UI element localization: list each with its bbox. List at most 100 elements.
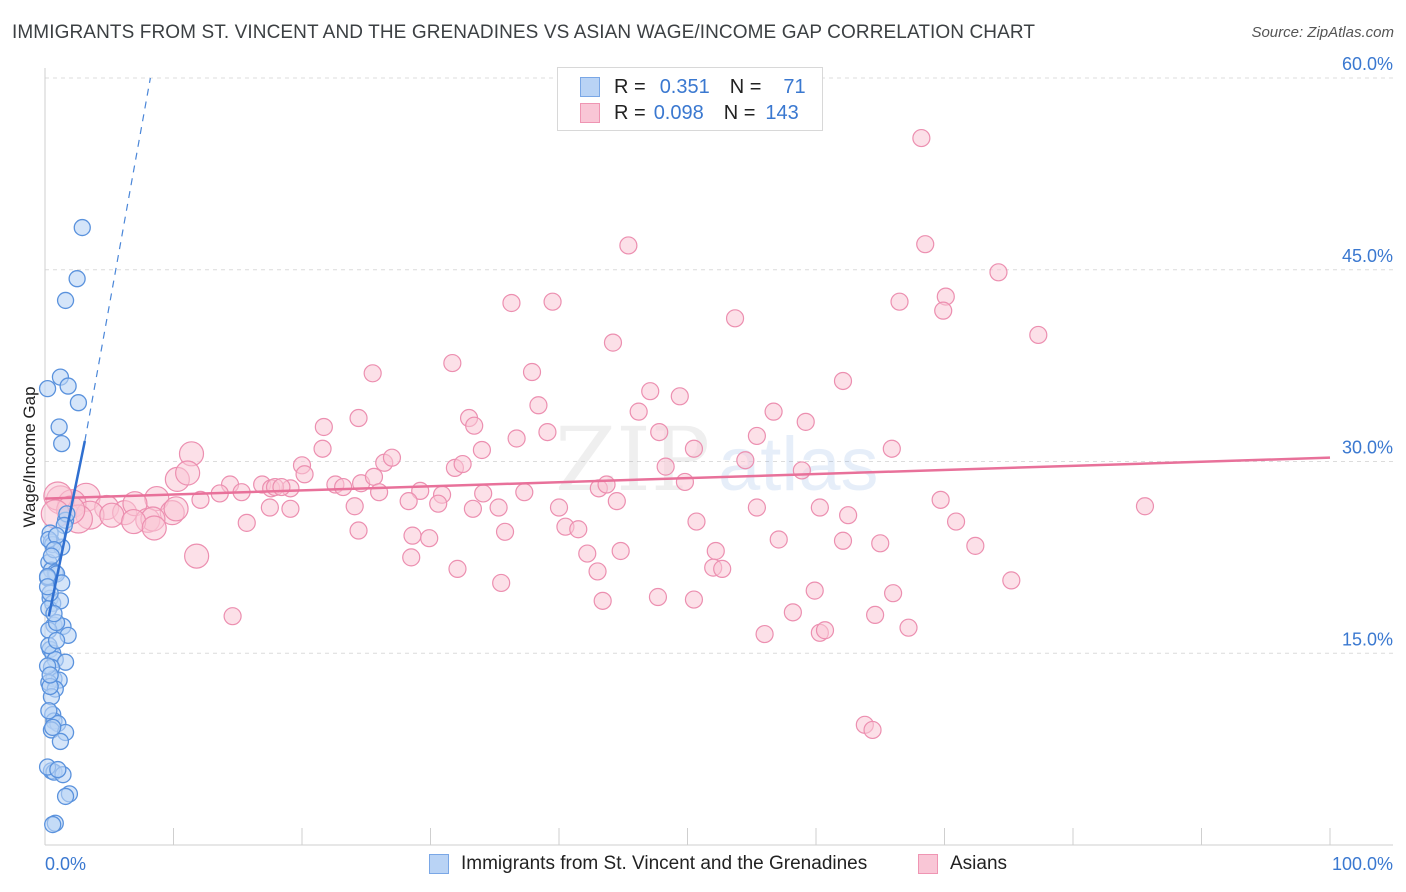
asian-point [489, 498, 508, 517]
asian-trend-line [44, 456, 1331, 500]
asian-point [141, 515, 167, 541]
svg-immigrant-point [68, 270, 86, 288]
asian-point [345, 497, 364, 516]
asian-point [382, 448, 402, 467]
asian-point [495, 522, 515, 541]
asian-point [543, 292, 562, 311]
svg-trend-line [47, 440, 87, 617]
asian-point [334, 477, 353, 497]
legend-n-label: N = [723, 101, 756, 124]
svg-immigrant-point [50, 418, 68, 436]
asian-point [619, 236, 638, 255]
asian-point [684, 590, 704, 609]
asian-point [684, 439, 704, 458]
legend-swatch-pink [580, 103, 600, 123]
asian-point [713, 559, 732, 578]
asian-point [597, 475, 616, 494]
svg-immigrant-point [41, 666, 59, 684]
asian-point [1002, 571, 1021, 590]
asian-point [578, 544, 597, 563]
asian-point [237, 513, 256, 532]
asian-point [641, 382, 660, 401]
svg-immigrant-point [44, 718, 62, 737]
svg-immigrant-point [40, 702, 58, 720]
asian-point [420, 529, 439, 548]
trend-lines [44, 77, 1331, 617]
asian-point [502, 293, 521, 313]
axis-labels: 15.0% 30.0% 45.0% 60.0% 0.0% 100.0% Wage/Incom… [20, 54, 1393, 874]
legend-swatch-blue [580, 77, 600, 97]
asian-point [755, 624, 774, 644]
asian-point [474, 484, 493, 503]
asian-point [349, 521, 368, 540]
asian-point [448, 559, 467, 578]
y-tick-label: 30.0% [1342, 438, 1393, 458]
asian-point [912, 128, 931, 148]
asian-point [281, 499, 300, 518]
asian-point [1135, 497, 1155, 516]
asian-point [314, 417, 333, 437]
bottom-legend-item-svg: Immigrants from St. Vincent and the Gren… [429, 852, 867, 876]
asian-point [163, 496, 189, 522]
asian-point [839, 506, 858, 525]
bottom-legend-item-asians: Asians [918, 852, 1007, 876]
asian-point [871, 534, 890, 553]
asian-point [764, 402, 783, 421]
asian-point [656, 457, 675, 476]
asian-point [899, 618, 918, 637]
asian-point [989, 263, 1008, 282]
asian-point [175, 460, 201, 486]
asian-point [675, 472, 695, 492]
asian-point [538, 422, 557, 442]
svg-immigrant-point [47, 526, 66, 545]
legend-r-label: R = [614, 75, 646, 98]
asian-point [603, 333, 623, 352]
svg-immigrant-point [56, 291, 75, 310]
bottom-legend-label-asians: Asians [950, 853, 1008, 874]
asian-point [465, 416, 484, 435]
bottom-legend-swatch-pink [918, 854, 938, 874]
asian-point [593, 591, 612, 610]
asian-point [833, 371, 853, 391]
asian-point [399, 492, 418, 511]
asian-point [607, 492, 626, 511]
asian-point [866, 605, 885, 625]
asian-point [890, 292, 909, 311]
asian-point [946, 512, 966, 531]
y-axis-label: Wage/Income Gap [20, 386, 39, 527]
svg-immigrant-point [38, 379, 57, 398]
x-tick-label-max: 100.0% [1332, 854, 1393, 874]
asian-point [549, 498, 569, 517]
asian-point [747, 426, 766, 446]
legend-r-value: 0.098 [653, 101, 704, 124]
series-svg-immigrants [38, 218, 91, 834]
svg-immigrant-point [44, 815, 62, 834]
legend-n-label: N = [729, 75, 762, 98]
svg-immigrant-point [53, 434, 71, 453]
asian-point [882, 439, 901, 458]
legend-n-value: 143 [765, 101, 799, 124]
asian-point [453, 454, 472, 474]
asian-point [429, 494, 448, 513]
asian-point [588, 562, 607, 581]
legend-row-svg: R = 0.351 N = 71 [580, 75, 806, 99]
y-tick-label: 45.0% [1342, 246, 1393, 266]
asian-point [792, 461, 811, 480]
asian-point [507, 429, 526, 448]
asian-point [815, 621, 835, 640]
asian-point [725, 309, 745, 328]
asian-point [769, 530, 788, 549]
asian-point [569, 520, 588, 539]
asian-point [805, 581, 824, 600]
asian-point [747, 498, 766, 517]
svg-trend-extension [84, 77, 151, 442]
asian-point [736, 451, 755, 470]
legend-n-value: 71 [783, 75, 806, 98]
asian-point [349, 408, 368, 428]
legend-r-label: R = [614, 101, 646, 124]
svg-immigrant-point [51, 732, 70, 751]
chart-title: IMMIGRANTS FROM ST. VINCENT AND THE GREN… [12, 22, 1036, 43]
asian-point [611, 541, 630, 561]
series-asians [40, 128, 1155, 740]
